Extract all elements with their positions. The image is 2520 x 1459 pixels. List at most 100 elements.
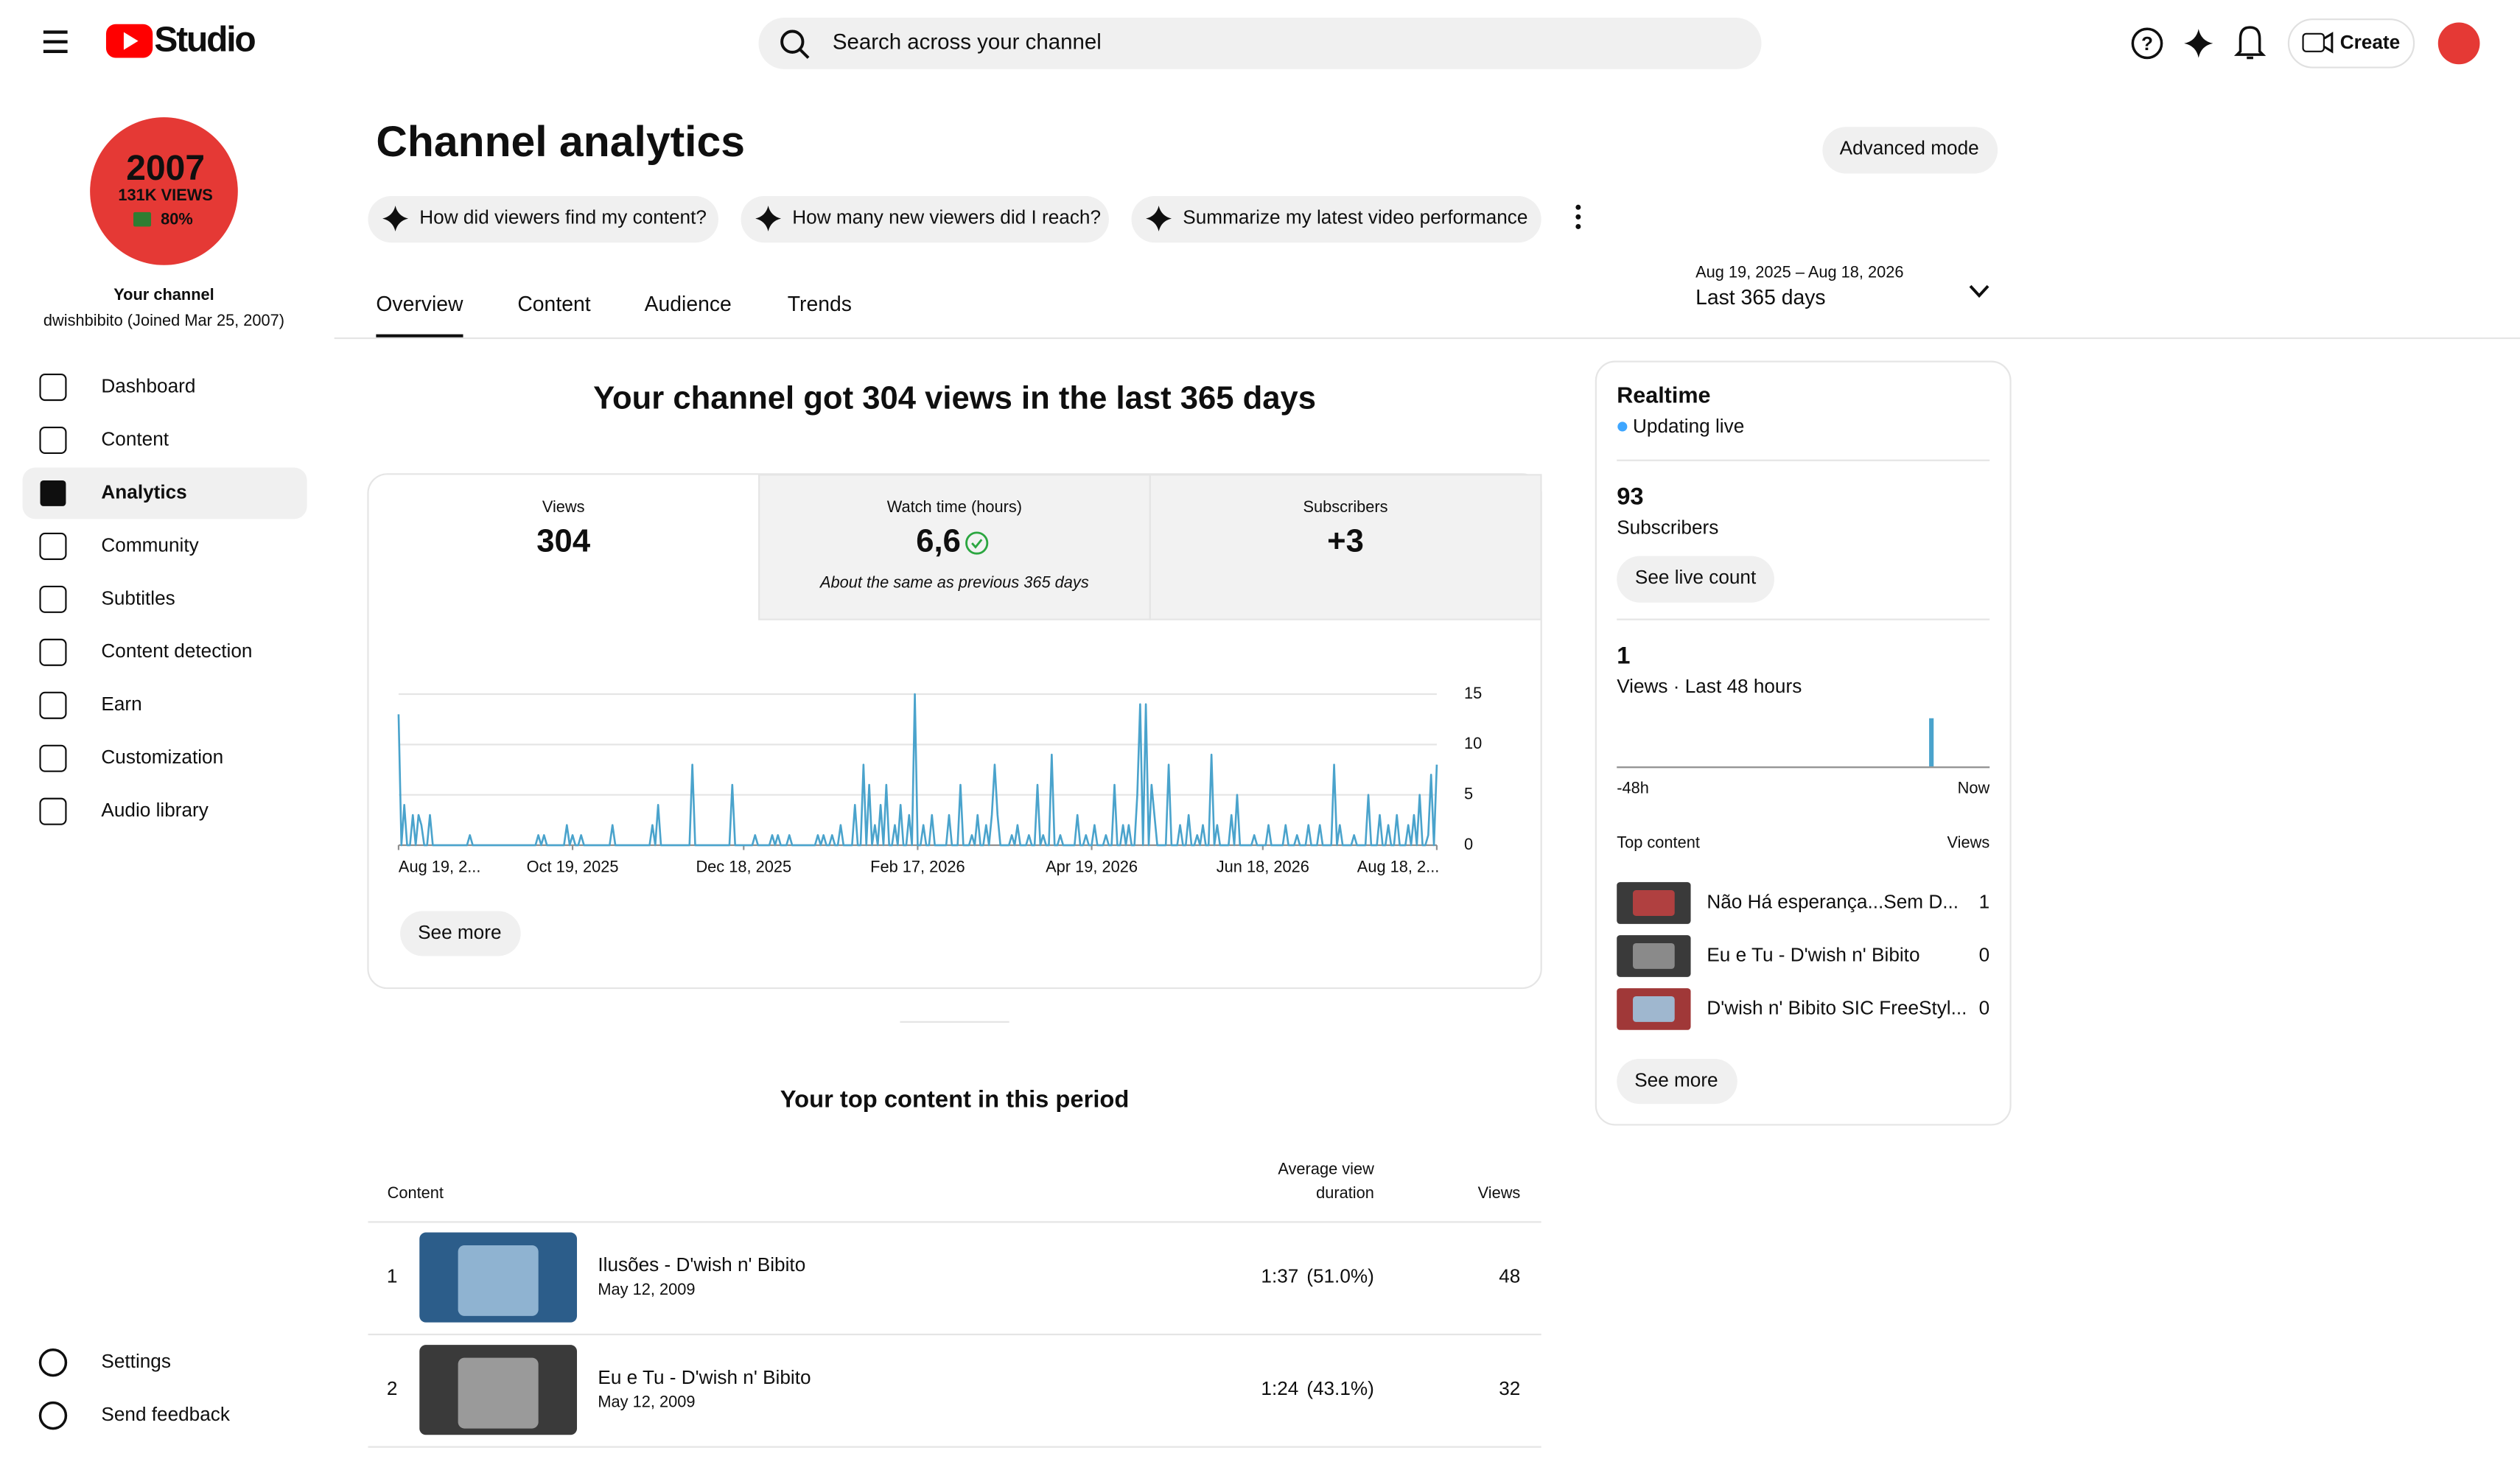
nav-item[interactable]: Analytics bbox=[101, 480, 186, 503]
row-rank: 1 bbox=[387, 1264, 398, 1287]
create-button[interactable] bbox=[2287, 18, 2415, 69]
video-title[interactable]: Eu e Tu - D'wish n' Bibito bbox=[1707, 943, 1919, 965]
video-title[interactable]: D'wish n' Bibito SIC FreeStyl... bbox=[1707, 996, 1967, 1018]
sparkle-icon bbox=[755, 206, 782, 232]
more-icon-dot[interactable] bbox=[1575, 214, 1581, 220]
nav-item[interactable]: Content detection bbox=[101, 640, 252, 662]
y-tick-label: 5 bbox=[1464, 784, 1473, 802]
prompt-label[interactable]: How did viewers find my content? bbox=[419, 206, 707, 228]
overview-headline: Your channel got 304 views in the last 3… bbox=[593, 380, 1316, 416]
video-thumbnail-detail bbox=[1633, 890, 1675, 916]
nav-item[interactable]: Customization bbox=[101, 746, 223, 768]
section-title: Your top content in this period bbox=[780, 1085, 1130, 1112]
logo-text[interactable]: Studio bbox=[154, 20, 256, 59]
nav-item[interactable]: Subtitles bbox=[101, 587, 175, 609]
date-range[interactable]: Aug 19, 2025 – Aug 18, 2026 bbox=[1695, 262, 1903, 281]
metric-value[interactable]: +3 bbox=[1327, 524, 1364, 559]
nav-item[interactable]: Audio library bbox=[101, 799, 209, 821]
see-more-button[interactable] bbox=[400, 911, 521, 956]
metric-label[interactable]: Subscribers bbox=[1303, 497, 1387, 516]
search-box[interactable] bbox=[758, 17, 1762, 69]
help-icon[interactable] bbox=[2131, 27, 2163, 60]
notification-icon[interactable] bbox=[2233, 26, 2267, 60]
top-content-label: Top content bbox=[1617, 833, 1700, 852]
prompt-label[interactable]: Summarize my latest video performance bbox=[1183, 206, 1527, 228]
nav-item[interactable]: Earn bbox=[101, 693, 141, 715]
avatar-year: 2007 bbox=[126, 149, 205, 188]
see-live-count-label[interactable]: See live count bbox=[1635, 566, 1757, 588]
prompt-chip[interactable] bbox=[741, 196, 1109, 243]
channel-label: Your channel bbox=[113, 285, 214, 304]
nav-icon bbox=[39, 532, 67, 560]
video-thumbnail-detail bbox=[1633, 996, 1675, 1022]
prompt-chip[interactable] bbox=[1131, 196, 1541, 243]
search-placeholder: Search across your channel bbox=[833, 30, 1102, 55]
realtime-views: 1 bbox=[1617, 642, 1630, 669]
tab[interactable]: Trends bbox=[788, 293, 852, 316]
x-tick-label: Feb 17, 2026 bbox=[870, 857, 965, 875]
nav-item[interactable]: Send feedback bbox=[101, 1403, 230, 1425]
nav-item[interactable]: Community bbox=[101, 533, 199, 556]
nav-icon bbox=[39, 585, 67, 613]
avg-duration: 1:37 bbox=[1261, 1264, 1298, 1287]
metric-note: About the same as previous 365 days bbox=[819, 573, 1089, 591]
see-more-button[interactable] bbox=[1617, 1059, 1737, 1105]
nav-item[interactable]: Dashboard bbox=[101, 374, 195, 396]
nav-icon bbox=[39, 426, 67, 455]
video-thumbnail-detail bbox=[458, 1357, 539, 1429]
x-tick-label: Aug 18, 2... bbox=[1357, 857, 1440, 875]
prompt-label[interactable]: How many new viewers did I reach? bbox=[792, 206, 1101, 228]
realtime-status: Updating live bbox=[1633, 415, 1744, 437]
page-title: Channel analytics bbox=[376, 118, 745, 166]
video-date: May 12, 2009 bbox=[598, 1280, 695, 1298]
metric-tab-bg[interactable] bbox=[1149, 474, 1542, 620]
video-title[interactable]: Não Há esperança...Sem D... bbox=[1707, 890, 1959, 912]
metric-value[interactable]: 304 bbox=[536, 524, 591, 559]
subscriber-count: 93 bbox=[1617, 483, 1643, 510]
live-dot bbox=[1617, 421, 1628, 432]
realtime-axis-label: Now bbox=[1958, 778, 1990, 797]
dropdown-icon[interactable] bbox=[1969, 284, 1989, 298]
video-views: 1 bbox=[1979, 890, 1990, 912]
metric-label[interactable]: Watch time (hours) bbox=[887, 497, 1022, 516]
avatar-views: 131K VIEWS bbox=[118, 186, 212, 204]
avatar-flag bbox=[133, 211, 152, 227]
sparkle-icon bbox=[382, 206, 409, 232]
metric-tab-bg[interactable] bbox=[758, 474, 1151, 620]
search-icon-handle bbox=[799, 49, 810, 59]
metric-label[interactable]: Views bbox=[542, 497, 585, 516]
help-mark: ? bbox=[2141, 32, 2153, 55]
advanced-mode-button[interactable] bbox=[1822, 127, 1998, 174]
nav-item[interactable]: Content bbox=[101, 427, 169, 449]
avatar-percent: 80% bbox=[161, 210, 193, 228]
video-thumbnail-detail bbox=[458, 1245, 539, 1316]
realtime-views-label: Views · Last 48 hours bbox=[1617, 675, 1802, 697]
channel-handle: dwishbibito (Joined Mar 25, 2007) bbox=[43, 311, 284, 329]
see-more-label[interactable]: See more bbox=[418, 921, 501, 943]
create-label[interactable]: Create bbox=[2340, 31, 2400, 53]
metric-value[interactable]: 6,6 bbox=[916, 524, 961, 559]
tab[interactable]: Content bbox=[517, 293, 590, 316]
advanced-mode-label[interactable]: Advanced mode bbox=[1840, 137, 1979, 159]
video-title[interactable]: Ilusões - D'wish n' Bibito bbox=[598, 1253, 805, 1276]
column-header: Average view duration bbox=[1278, 1159, 1374, 1202]
more-icon-dot[interactable] bbox=[1575, 204, 1581, 210]
see-live-count-button[interactable] bbox=[1617, 556, 1774, 603]
tab[interactable]: Overview bbox=[376, 293, 463, 316]
y-tick-label: 0 bbox=[1464, 835, 1473, 853]
column-header: Content bbox=[388, 1183, 444, 1202]
period-label[interactable]: Last 365 days bbox=[1695, 286, 1826, 309]
nav-icon bbox=[39, 691, 67, 719]
row-rank: 2 bbox=[387, 1377, 398, 1399]
nav-item[interactable]: Settings bbox=[101, 1350, 171, 1372]
video-title[interactable]: Eu e Tu - D'wish n' Bibito bbox=[598, 1366, 811, 1388]
prompt-chip[interactable] bbox=[368, 196, 718, 243]
x-tick-label: Apr 19, 2026 bbox=[1046, 857, 1138, 875]
tab[interactable]: Audience bbox=[645, 293, 732, 316]
see-more-label[interactable]: See more bbox=[1634, 1068, 1718, 1091]
check-icon-mark bbox=[971, 539, 983, 549]
subscriber-label: Subscribers bbox=[1617, 516, 1718, 538]
more-icon-dot[interactable] bbox=[1575, 223, 1581, 229]
account-avatar[interactable] bbox=[2437, 22, 2480, 65]
